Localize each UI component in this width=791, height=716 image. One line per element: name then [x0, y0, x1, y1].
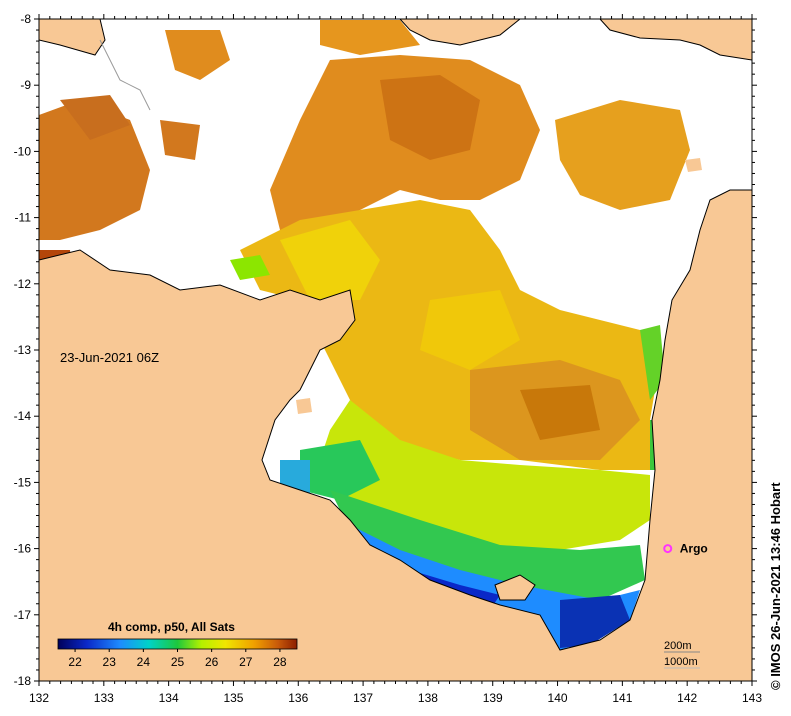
lat-tick-label: -10 — [14, 144, 32, 158]
lat-tick-label: -14 — [14, 409, 32, 423]
colorbar-tick-label: 24 — [137, 655, 151, 669]
lon-tick-label: 135 — [223, 691, 243, 705]
lon-tick-label: 142 — [677, 691, 697, 705]
colorbar-ticks: 22 23 24 25 26 27 28 — [68, 649, 287, 669]
colorbar-tick-label: 23 — [103, 655, 117, 669]
lon-tick-label: 138 — [418, 691, 438, 705]
argo-marker-icon — [663, 544, 673, 554]
lon-tick-label: 137 — [353, 691, 373, 705]
lat-tick-label: -11 — [15, 211, 32, 225]
longitude-axis: 132 133 134 135 136 137 138 139 140 141 142 143 — [29, 14, 762, 705]
lat-tick-label: -17 — [14, 608, 32, 622]
lon-tick-label: 143 — [742, 691, 762, 705]
lon-tick-label: 140 — [548, 691, 568, 705]
map-layers — [39, 19, 752, 681]
lon-tick-label: 134 — [159, 691, 179, 705]
lat-tick-label: -8 — [20, 12, 31, 26]
lat-tick-label: -18 — [14, 674, 32, 688]
colorbar-title: 4h comp, p50, All Sats — [108, 620, 235, 634]
coastline — [39, 19, 752, 651]
colorbar-tick-label: 25 — [171, 655, 185, 669]
colorbar-ramp — [57, 638, 298, 650]
depth-legend: 200m 1000m — [664, 640, 700, 669]
lat-tick-label: -9 — [20, 78, 31, 92]
colorbar-tick-label: 22 — [68, 655, 82, 669]
sst-field — [39, 20, 690, 650]
lat-tick-label: -16 — [14, 542, 32, 556]
lon-tick-label: 132 — [29, 691, 49, 705]
colorbar-tick-label: 28 — [273, 655, 287, 669]
argo-label: Argo — [680, 542, 708, 556]
date-label: 23-Jun-2021 06Z — [60, 350, 159, 365]
depth-label-1000m: 1000m — [664, 656, 698, 668]
latitude-axis: -8 -9 -10 -11 -12 -13 -14 -15 -16 -17 -18 — [14, 12, 757, 688]
argo-float: Argo — [663, 542, 708, 556]
colorbar-tick-label: 27 — [239, 655, 253, 669]
lon-tick-label: 136 — [288, 691, 308, 705]
depth-contour — [99, 39, 151, 111]
lat-tick-label: -15 — [14, 475, 32, 489]
lon-tick-label: 141 — [612, 691, 632, 705]
depth-label-200m: 200m — [664, 640, 692, 652]
colorbar: 4h comp, p50, All Sats 22 23 24 25 26 27 28 — [57, 620, 298, 669]
lat-tick-label: -13 — [14, 343, 32, 357]
lat-tick-label: -12 — [14, 277, 32, 291]
lon-tick-label: 139 — [483, 691, 503, 705]
colorbar-tick-label: 26 — [205, 655, 219, 669]
lon-tick-label: 133 — [94, 691, 114, 705]
credit-text: © IMOS 26-Jun-2021 13:46 Hobart — [768, 482, 783, 690]
